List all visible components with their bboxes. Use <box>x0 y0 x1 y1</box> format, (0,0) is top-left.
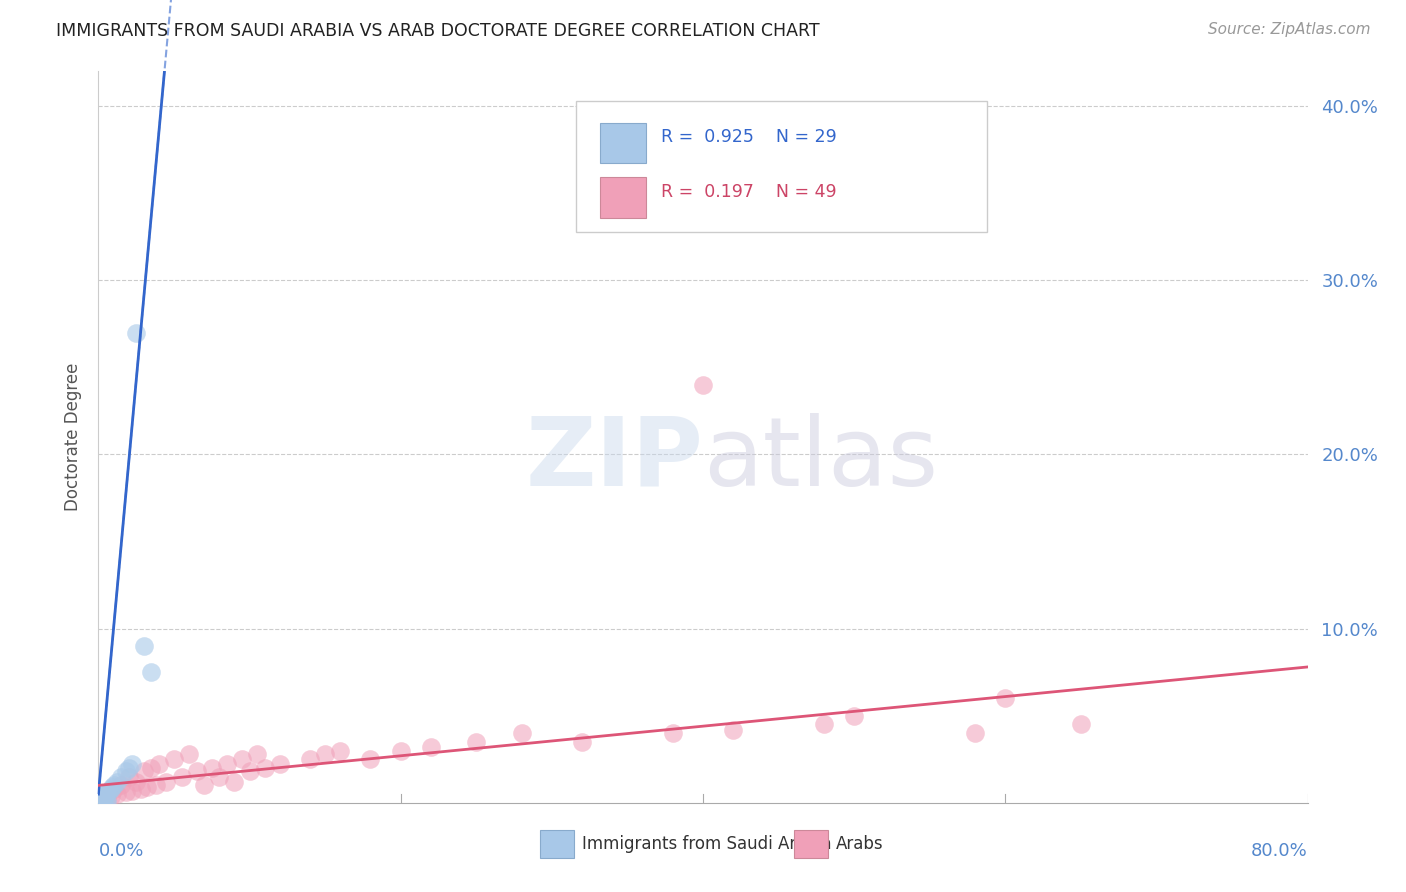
Text: 80.0%: 80.0% <box>1251 842 1308 860</box>
Point <box>571 735 593 749</box>
Point <box>965 726 987 740</box>
Point <box>163 752 186 766</box>
Point <box>661 726 683 740</box>
Point <box>89 794 111 808</box>
Point <box>132 764 155 779</box>
Point <box>89 794 111 808</box>
Bar <box>793 830 828 858</box>
Point <box>90 792 112 806</box>
Point <box>91 790 114 805</box>
Y-axis label: Doctorate Degree: Doctorate Degree <box>65 363 83 511</box>
Text: 0.0%: 0.0% <box>98 842 143 860</box>
Point <box>118 770 141 784</box>
Text: Arabs: Arabs <box>837 835 883 853</box>
Point <box>121 757 143 772</box>
Point <box>253 761 276 775</box>
Point <box>465 735 488 749</box>
Point <box>105 775 128 789</box>
Point <box>90 794 112 808</box>
Point <box>96 794 118 808</box>
Point <box>269 757 291 772</box>
Point <box>994 691 1017 706</box>
Bar <box>600 178 647 218</box>
Point <box>89 794 111 808</box>
Point <box>723 723 745 737</box>
Point <box>132 639 155 653</box>
Text: IMMIGRANTS FROM SAUDI ARABIA VS ARAB DOCTORATE DEGREE CORRELATION CHART: IMMIGRANTS FROM SAUDI ARABIA VS ARAB DOC… <box>56 22 820 40</box>
Point <box>389 743 412 757</box>
Point <box>94 787 117 801</box>
FancyBboxPatch shape <box>576 101 987 232</box>
Point <box>103 778 125 792</box>
Point <box>103 781 125 796</box>
Text: R =  0.197    N = 49: R = 0.197 N = 49 <box>661 183 837 202</box>
Point <box>193 778 215 792</box>
Point <box>170 770 193 784</box>
Text: Source: ZipAtlas.com: Source: ZipAtlas.com <box>1208 22 1371 37</box>
Point <box>208 770 231 784</box>
Point <box>114 764 136 779</box>
Point <box>101 780 124 794</box>
Point <box>510 726 533 740</box>
Point <box>94 787 117 801</box>
Bar <box>540 830 574 858</box>
Point <box>93 789 115 803</box>
Point <box>125 775 148 789</box>
Point <box>224 775 246 789</box>
Text: R =  0.925    N = 29: R = 0.925 N = 29 <box>661 128 837 145</box>
Point <box>201 761 224 775</box>
Text: ZIP: ZIP <box>524 412 703 506</box>
Point <box>91 794 114 808</box>
Point <box>121 783 143 797</box>
Point <box>186 764 208 779</box>
Point <box>231 752 253 766</box>
Point <box>1070 717 1092 731</box>
Point <box>89 794 111 808</box>
Point <box>91 792 114 806</box>
Point <box>89 794 111 808</box>
Point <box>114 785 136 799</box>
Text: atlas: atlas <box>703 412 938 506</box>
Point <box>125 326 148 340</box>
Point <box>239 764 262 779</box>
Text: Immigrants from Saudi Arabia: Immigrants from Saudi Arabia <box>582 835 832 853</box>
Point <box>692 377 714 392</box>
Point <box>94 794 117 808</box>
Point <box>420 740 443 755</box>
Point <box>299 752 322 766</box>
Point <box>100 781 122 796</box>
Point <box>246 747 269 761</box>
Point <box>360 752 382 766</box>
Point <box>93 794 115 808</box>
Point <box>96 790 118 805</box>
Point <box>215 757 238 772</box>
Point <box>110 770 132 784</box>
Point <box>90 794 112 808</box>
Point <box>100 789 122 803</box>
Point <box>329 743 352 757</box>
Point <box>145 778 167 792</box>
Point <box>110 778 132 792</box>
Point <box>141 665 163 680</box>
Point <box>141 761 163 775</box>
Point <box>314 747 336 761</box>
Point <box>118 761 141 775</box>
Point <box>135 780 157 794</box>
Point <box>105 787 128 801</box>
Point <box>179 747 201 761</box>
Point <box>844 708 866 723</box>
Point <box>155 775 177 789</box>
Point <box>96 785 118 799</box>
Point <box>89 794 111 808</box>
Point <box>129 781 152 796</box>
Point <box>98 783 121 797</box>
Point <box>813 717 835 731</box>
Point <box>148 757 170 772</box>
Bar <box>600 122 647 163</box>
